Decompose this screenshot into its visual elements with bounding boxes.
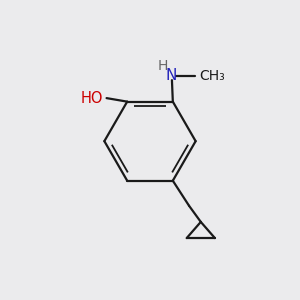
- Text: H: H: [157, 59, 168, 73]
- Text: N: N: [166, 68, 177, 83]
- Text: HO: HO: [80, 91, 103, 106]
- Text: CH₃: CH₃: [199, 69, 225, 83]
